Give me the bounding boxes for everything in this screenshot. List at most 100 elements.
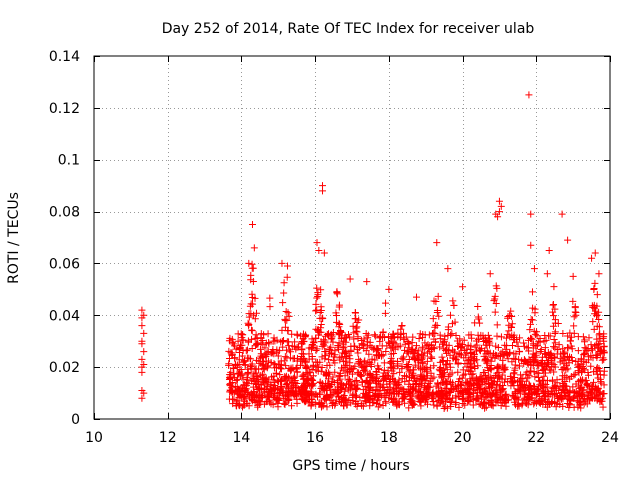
data-point (452, 394, 460, 402)
data-point (559, 372, 567, 380)
data-point (590, 368, 598, 376)
data-point (320, 342, 328, 350)
data-point (302, 364, 310, 372)
y-axis-label: ROTI / TECUs (6, 192, 22, 284)
data-point (577, 404, 585, 412)
data-point (414, 363, 422, 371)
data-point (285, 346, 293, 354)
data-point (554, 346, 562, 354)
data-point (566, 337, 574, 345)
data-point (460, 385, 468, 393)
data-point (377, 333, 385, 341)
data-point (382, 299, 390, 307)
data-point (438, 386, 446, 394)
data-point (589, 346, 597, 354)
data-point (553, 350, 561, 358)
data-point (514, 393, 522, 401)
data-point (379, 402, 387, 410)
data-point (589, 318, 597, 326)
data-point (382, 348, 390, 356)
data-point (235, 360, 243, 368)
data-point (423, 357, 431, 365)
data-point (280, 279, 288, 287)
data-point (283, 316, 291, 324)
data-point (590, 286, 598, 294)
data-point (414, 347, 422, 355)
data-point (490, 350, 498, 358)
data-point (458, 351, 466, 359)
data-point (551, 328, 559, 336)
data-point (499, 356, 507, 364)
data-point (591, 249, 599, 257)
data-point (138, 337, 146, 345)
data-point (573, 397, 581, 405)
data-point (574, 347, 582, 355)
data-point (506, 333, 514, 341)
data-point (485, 364, 493, 372)
data-point (374, 362, 382, 370)
data-point (372, 377, 380, 385)
data-point (242, 385, 250, 393)
data-point (518, 357, 526, 365)
data-point (253, 339, 261, 347)
data-point (244, 338, 252, 346)
data-point (359, 386, 367, 394)
data-point (347, 342, 355, 350)
data-point (473, 356, 481, 364)
data-point (408, 339, 416, 347)
data-point (593, 291, 601, 299)
data-point (309, 372, 317, 380)
data-point (550, 353, 558, 361)
data-point (265, 340, 273, 348)
data-point (497, 333, 505, 341)
data-point (502, 390, 510, 398)
data-point (559, 380, 567, 388)
data-point (550, 391, 558, 399)
data-point (600, 381, 608, 389)
data-point (249, 264, 257, 272)
data-point (248, 397, 256, 405)
data-point (582, 358, 590, 366)
data-point (395, 398, 403, 406)
data-point (237, 330, 245, 338)
data-point (535, 377, 543, 385)
data-point (449, 297, 457, 305)
data-point (500, 366, 508, 374)
data-point (292, 345, 300, 353)
data-point (266, 303, 274, 311)
data-point (522, 377, 530, 385)
data-point (243, 388, 251, 396)
data-point (482, 403, 490, 411)
data-point (501, 395, 509, 403)
data-point (430, 373, 438, 381)
data-point (392, 399, 400, 407)
data-point (454, 359, 462, 367)
data-point (381, 387, 389, 395)
data-point (361, 397, 369, 405)
data-point (288, 330, 296, 338)
data-point (266, 294, 274, 302)
data-point (371, 392, 379, 400)
data-point (482, 341, 490, 349)
data-point (516, 389, 524, 397)
data-point (418, 376, 426, 384)
data-point (138, 394, 146, 402)
data-point (308, 352, 316, 360)
data-point (486, 373, 494, 381)
data-point (345, 384, 353, 392)
data-point (533, 369, 541, 377)
data-point (482, 355, 490, 363)
data-point (436, 335, 444, 343)
data-point (527, 334, 535, 342)
data-point (346, 275, 354, 283)
data-point (277, 338, 285, 346)
data-point (390, 394, 398, 402)
data-point (342, 338, 350, 346)
data-point (238, 384, 246, 392)
data-point (303, 363, 311, 371)
data-point (314, 289, 322, 297)
data-point (570, 313, 578, 321)
data-point (394, 380, 402, 388)
data-point (334, 393, 342, 401)
data-point (309, 382, 317, 390)
